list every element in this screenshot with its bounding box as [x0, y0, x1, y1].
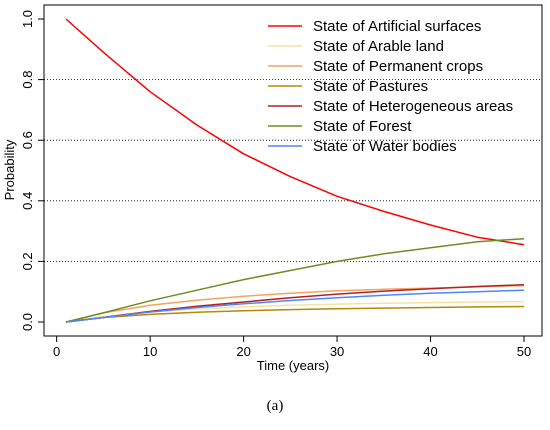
x-tick-label: 0: [53, 344, 60, 359]
plot-box: [43, 4, 543, 337]
x-tick-label: 20: [236, 344, 250, 359]
series-line: [65, 289, 525, 323]
legend-label: State of Water bodies: [313, 138, 457, 155]
x-tick-label: 10: [143, 344, 157, 359]
series-line: [65, 237, 525, 323]
x-tick-label: 50: [517, 344, 531, 359]
y-axis-title: Probability: [2, 139, 17, 200]
series-lines: [65, 18, 525, 323]
legend-label: State of Arable land: [313, 38, 444, 55]
y-tick-label: 0.2: [20, 252, 35, 270]
y-tick-label: 0.0: [20, 313, 35, 331]
legend-label: State of Artificial surfaces: [313, 18, 481, 35]
line-chart: 0 10 20 30 40 50 0.0 0.2 0.4 0.6 0.8 1.0 State of A…: [2, 4, 543, 373]
legend-label: State of Forest: [313, 118, 412, 135]
series-line: [65, 284, 525, 323]
x-tick-label: 40: [423, 344, 437, 359]
legend-label: State of Permanent crops: [313, 58, 483, 75]
axes: 0 10 20 30 40 50 0.0 0.2 0.4 0.6 0.8 1.0: [20, 10, 531, 359]
legend-label: State of Heterogeneous areas: [313, 98, 513, 115]
series-line: [65, 305, 525, 323]
x-tick-label: 30: [330, 344, 344, 359]
x-axis-title: Time (years): [257, 358, 329, 373]
legend: State of Artificial surfaces State of Ara…: [268, 18, 513, 155]
y-tick-label: 1.0: [20, 10, 35, 28]
legend-label: State of Pastures: [313, 78, 428, 95]
y-tick-label: 0.6: [20, 131, 35, 149]
gridlines: [44, 79, 542, 262]
series-line: [65, 18, 525, 246]
y-tick-label: 0.8: [20, 71, 35, 89]
y-tick-label: 0.4: [20, 192, 35, 210]
series-line: [65, 283, 525, 323]
figure-caption: (a): [266, 398, 284, 414]
